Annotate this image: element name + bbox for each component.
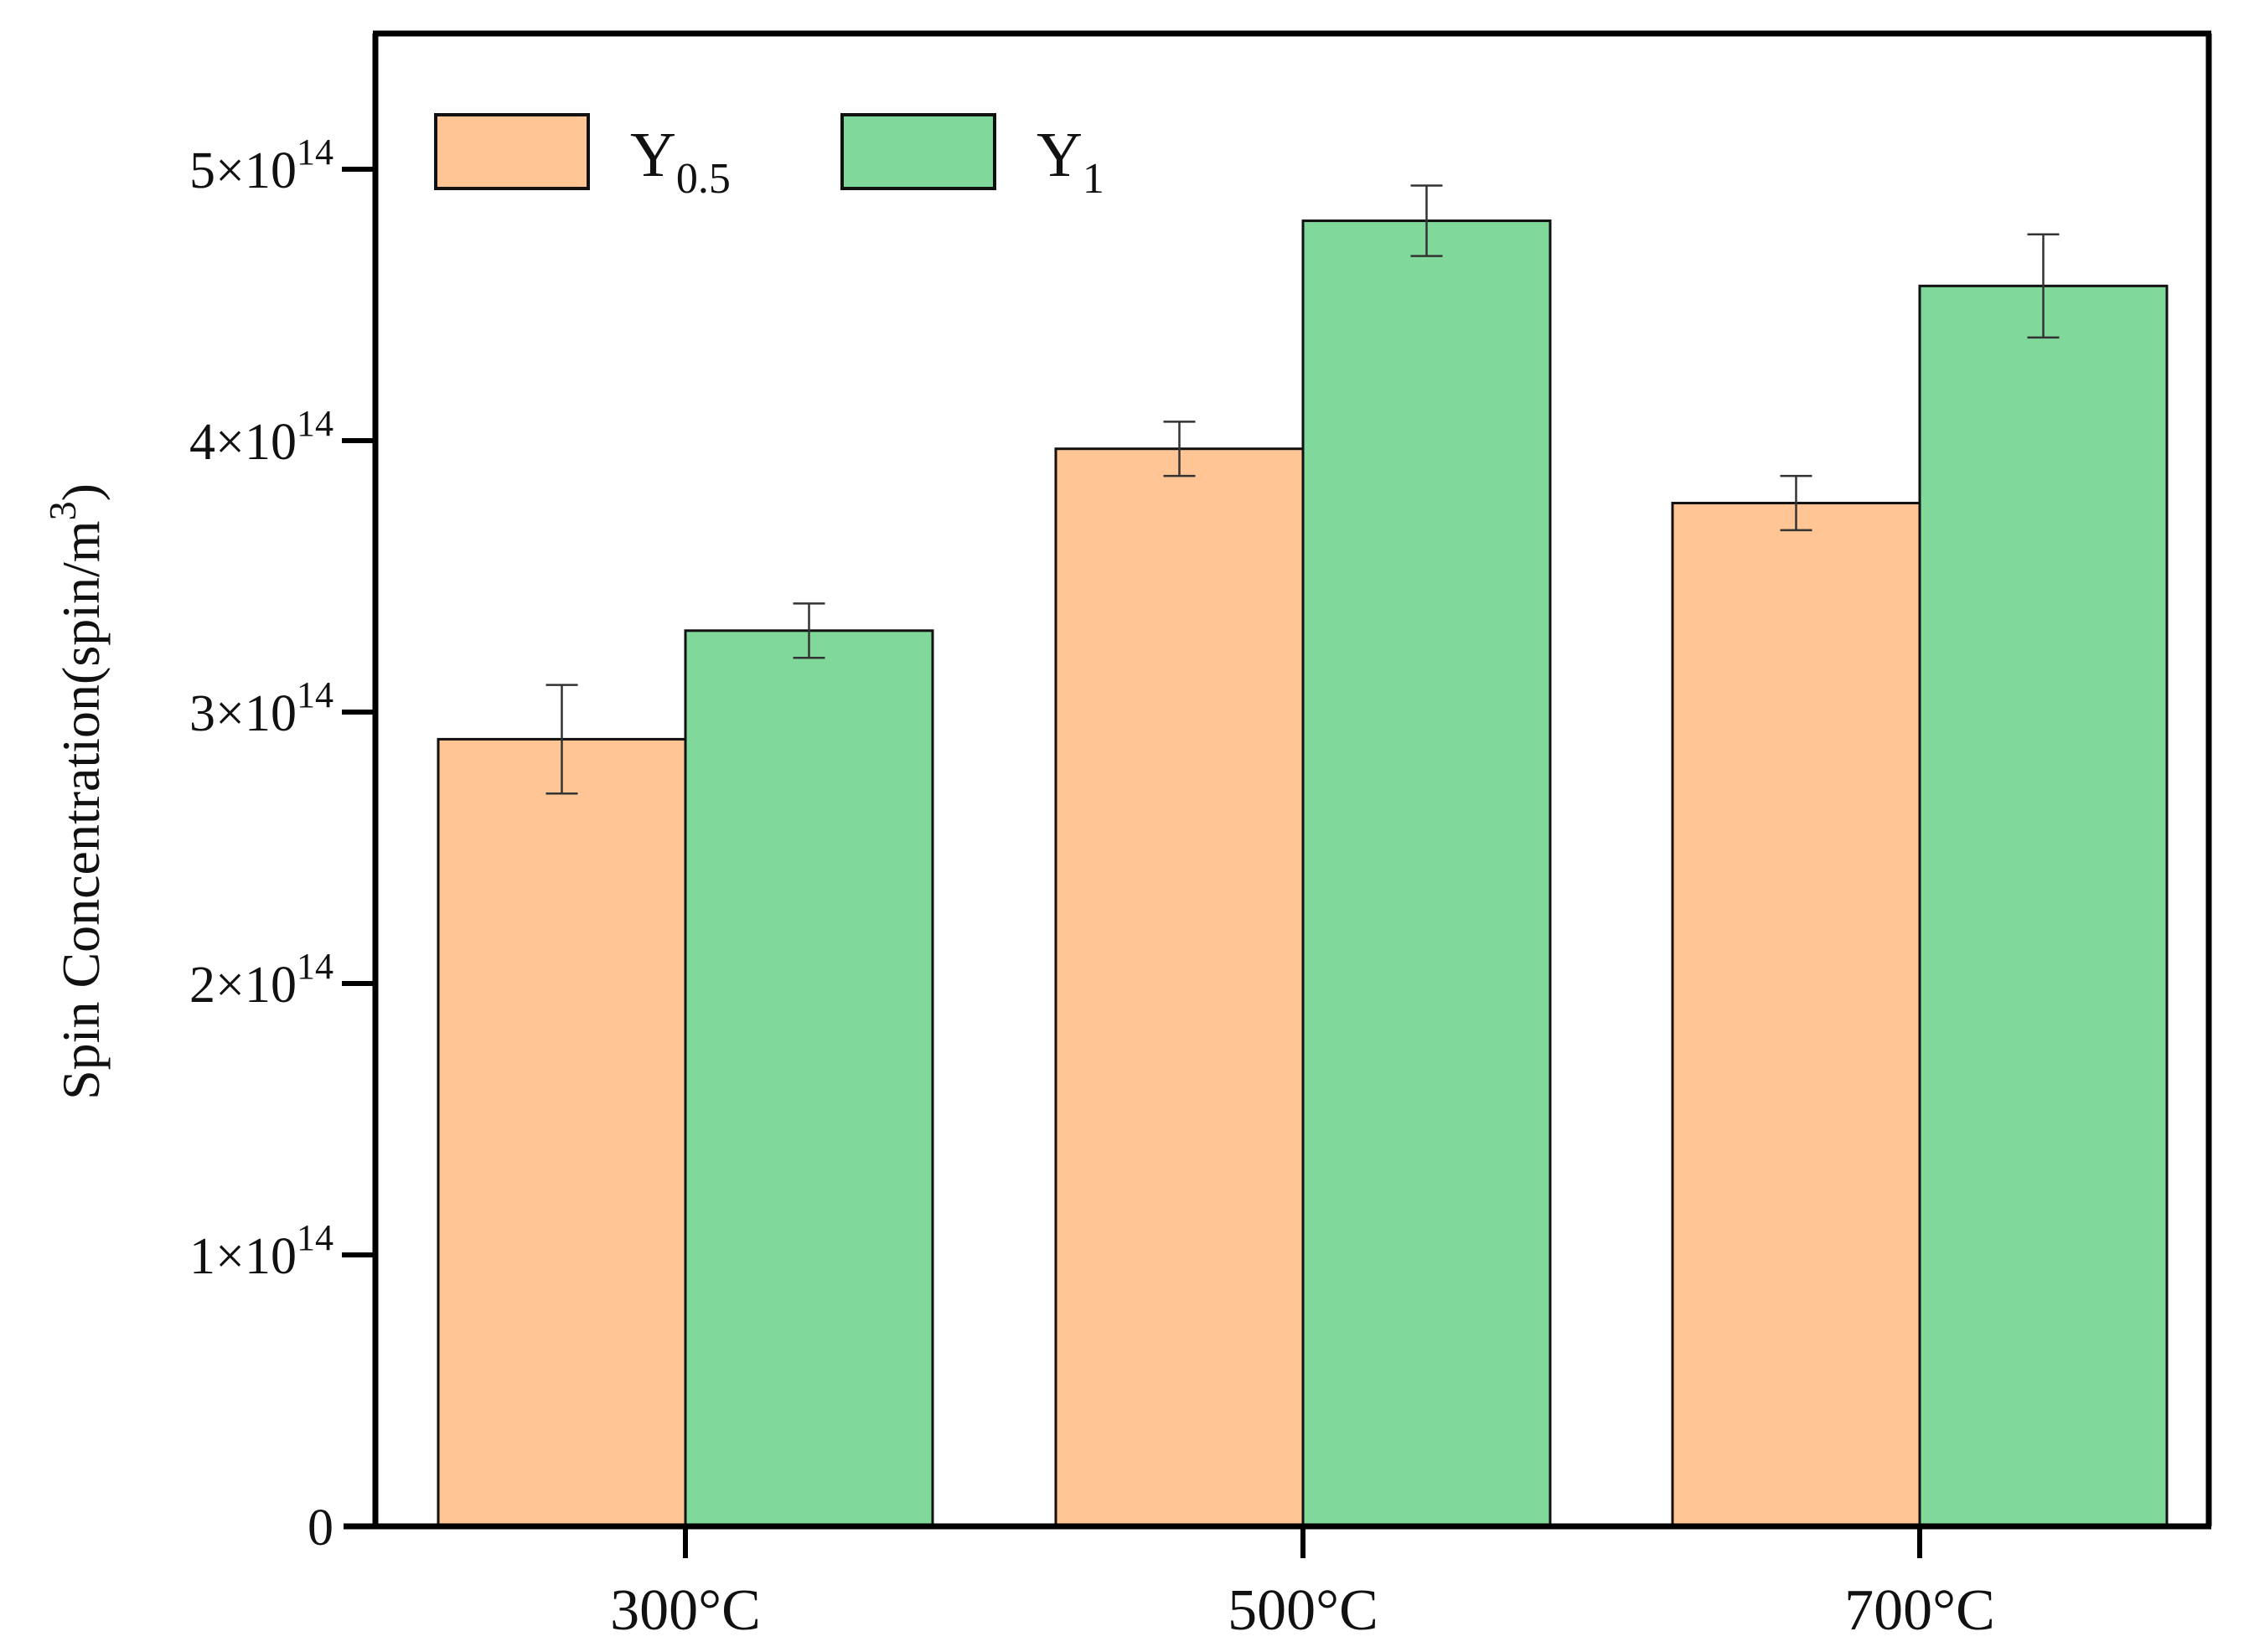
bar-y1-2 bbox=[1918, 284, 2169, 1528]
legend-swatch-y1 bbox=[840, 113, 996, 190]
y-axis-label: Spin Concentration(spin/m3) bbox=[41, 483, 111, 1100]
y-axis-title-superscript: 3 bbox=[41, 501, 84, 520]
legend-label-subscript: 0.5 bbox=[676, 155, 731, 203]
legend-label-y0-5: Y0.5 bbox=[630, 120, 731, 203]
y-tick-mantissa: 1×10 bbox=[189, 1228, 297, 1285]
bar-y1-0 bbox=[684, 629, 934, 1528]
y-tick-label: 4×1014 bbox=[189, 403, 333, 471]
x-tick-label: 700°C bbox=[1844, 1578, 1995, 1643]
legend-label-base: Y bbox=[630, 120, 676, 190]
y-tick-exponent: 14 bbox=[297, 1217, 333, 1258]
y-axis-title: Spin Concentration(spin/m3) bbox=[41, 483, 111, 1100]
y-axis-title-close: ) bbox=[51, 483, 111, 501]
y-tick-label: 1×1014 bbox=[189, 1217, 333, 1285]
y-axis-title-main: Spin Concentration(spin/m bbox=[51, 520, 111, 1100]
y-tick-exponent: 14 bbox=[297, 946, 333, 987]
legend-label-subscript: 1 bbox=[1083, 155, 1104, 203]
y-tick-mantissa: 4×10 bbox=[189, 414, 297, 471]
y-tick-label: 2×1014 bbox=[189, 946, 333, 1014]
bar-y1-1 bbox=[1301, 219, 1552, 1528]
errorbars-layer bbox=[545, 184, 2060, 795]
y-tick-label: 3×1014 bbox=[189, 674, 333, 742]
y-tick-label: 0 bbox=[308, 1500, 333, 1556]
bar-y0-5-2 bbox=[1671, 502, 1921, 1528]
y-tick-exponent: 14 bbox=[297, 674, 333, 715]
y-tick-mantissa: 5×10 bbox=[189, 142, 297, 199]
bar-y0-5-1 bbox=[1054, 447, 1305, 1528]
bars-layer bbox=[437, 219, 2169, 1528]
legend: Y0.5 Y1 bbox=[434, 113, 1104, 203]
y-tick-exponent: 14 bbox=[297, 403, 333, 444]
y-tick-exponent: 14 bbox=[297, 132, 333, 173]
legend-label-base: Y bbox=[1037, 120, 1083, 190]
x-tick-label: 500°C bbox=[1228, 1578, 1378, 1643]
legend-swatch-y0-5 bbox=[434, 113, 590, 190]
y-tick-mantissa: 3×10 bbox=[189, 685, 297, 742]
y-tick-label: 5×1014 bbox=[189, 132, 333, 199]
axes-layer bbox=[344, 30, 2212, 1530]
y-tick-mantissa: 0 bbox=[308, 1500, 333, 1556]
bar-y0-5-0 bbox=[437, 737, 687, 1528]
legend-label-y1: Y1 bbox=[1037, 120, 1104, 203]
y-tick-mantissa: 2×10 bbox=[189, 957, 297, 1014]
x-tick-label: 300°C bbox=[610, 1578, 761, 1643]
